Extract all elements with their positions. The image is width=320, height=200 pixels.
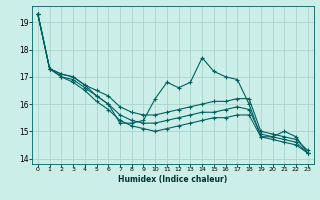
X-axis label: Humidex (Indice chaleur): Humidex (Indice chaleur) [118, 175, 228, 184]
